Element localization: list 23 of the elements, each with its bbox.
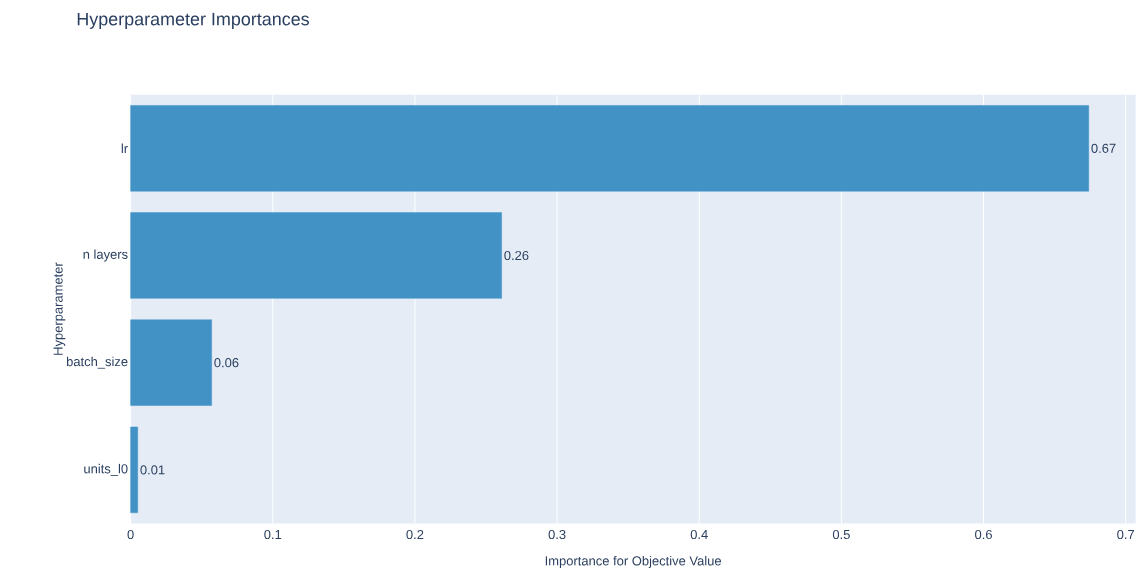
data-label: 0.26 xyxy=(504,250,529,260)
bar xyxy=(130,212,502,299)
y-axis-title: Hyperparameter xyxy=(53,262,66,355)
data-label: 0.01 xyxy=(140,465,165,475)
x-tick-label: 0.5 xyxy=(832,529,850,539)
bar xyxy=(130,426,138,513)
y-tick-label: lr xyxy=(121,143,128,153)
y-tick-label: batch_size xyxy=(66,356,128,369)
x-axis-title: Importance for Objective Value xyxy=(545,555,722,568)
bar xyxy=(130,319,212,406)
data-label: 0.06 xyxy=(214,357,239,368)
x-tick-label: 0.3 xyxy=(548,529,566,539)
bar xyxy=(130,105,1089,192)
x-tick-label: 0.6 xyxy=(975,529,992,539)
x-tick-label: 0 xyxy=(127,529,134,539)
x-tick-label: 0.7 xyxy=(1117,529,1135,539)
y-tick-label: units_l0 xyxy=(84,463,128,476)
y-tick-label: n layers xyxy=(83,249,128,262)
x-tick-label: 0.4 xyxy=(690,529,708,539)
data-label: 0.67 xyxy=(1091,143,1116,153)
x-tick-label: 0.1 xyxy=(264,529,282,539)
chart-title: Hyperparameter Importances xyxy=(77,12,310,29)
x-tick-label: 0.2 xyxy=(406,529,424,539)
